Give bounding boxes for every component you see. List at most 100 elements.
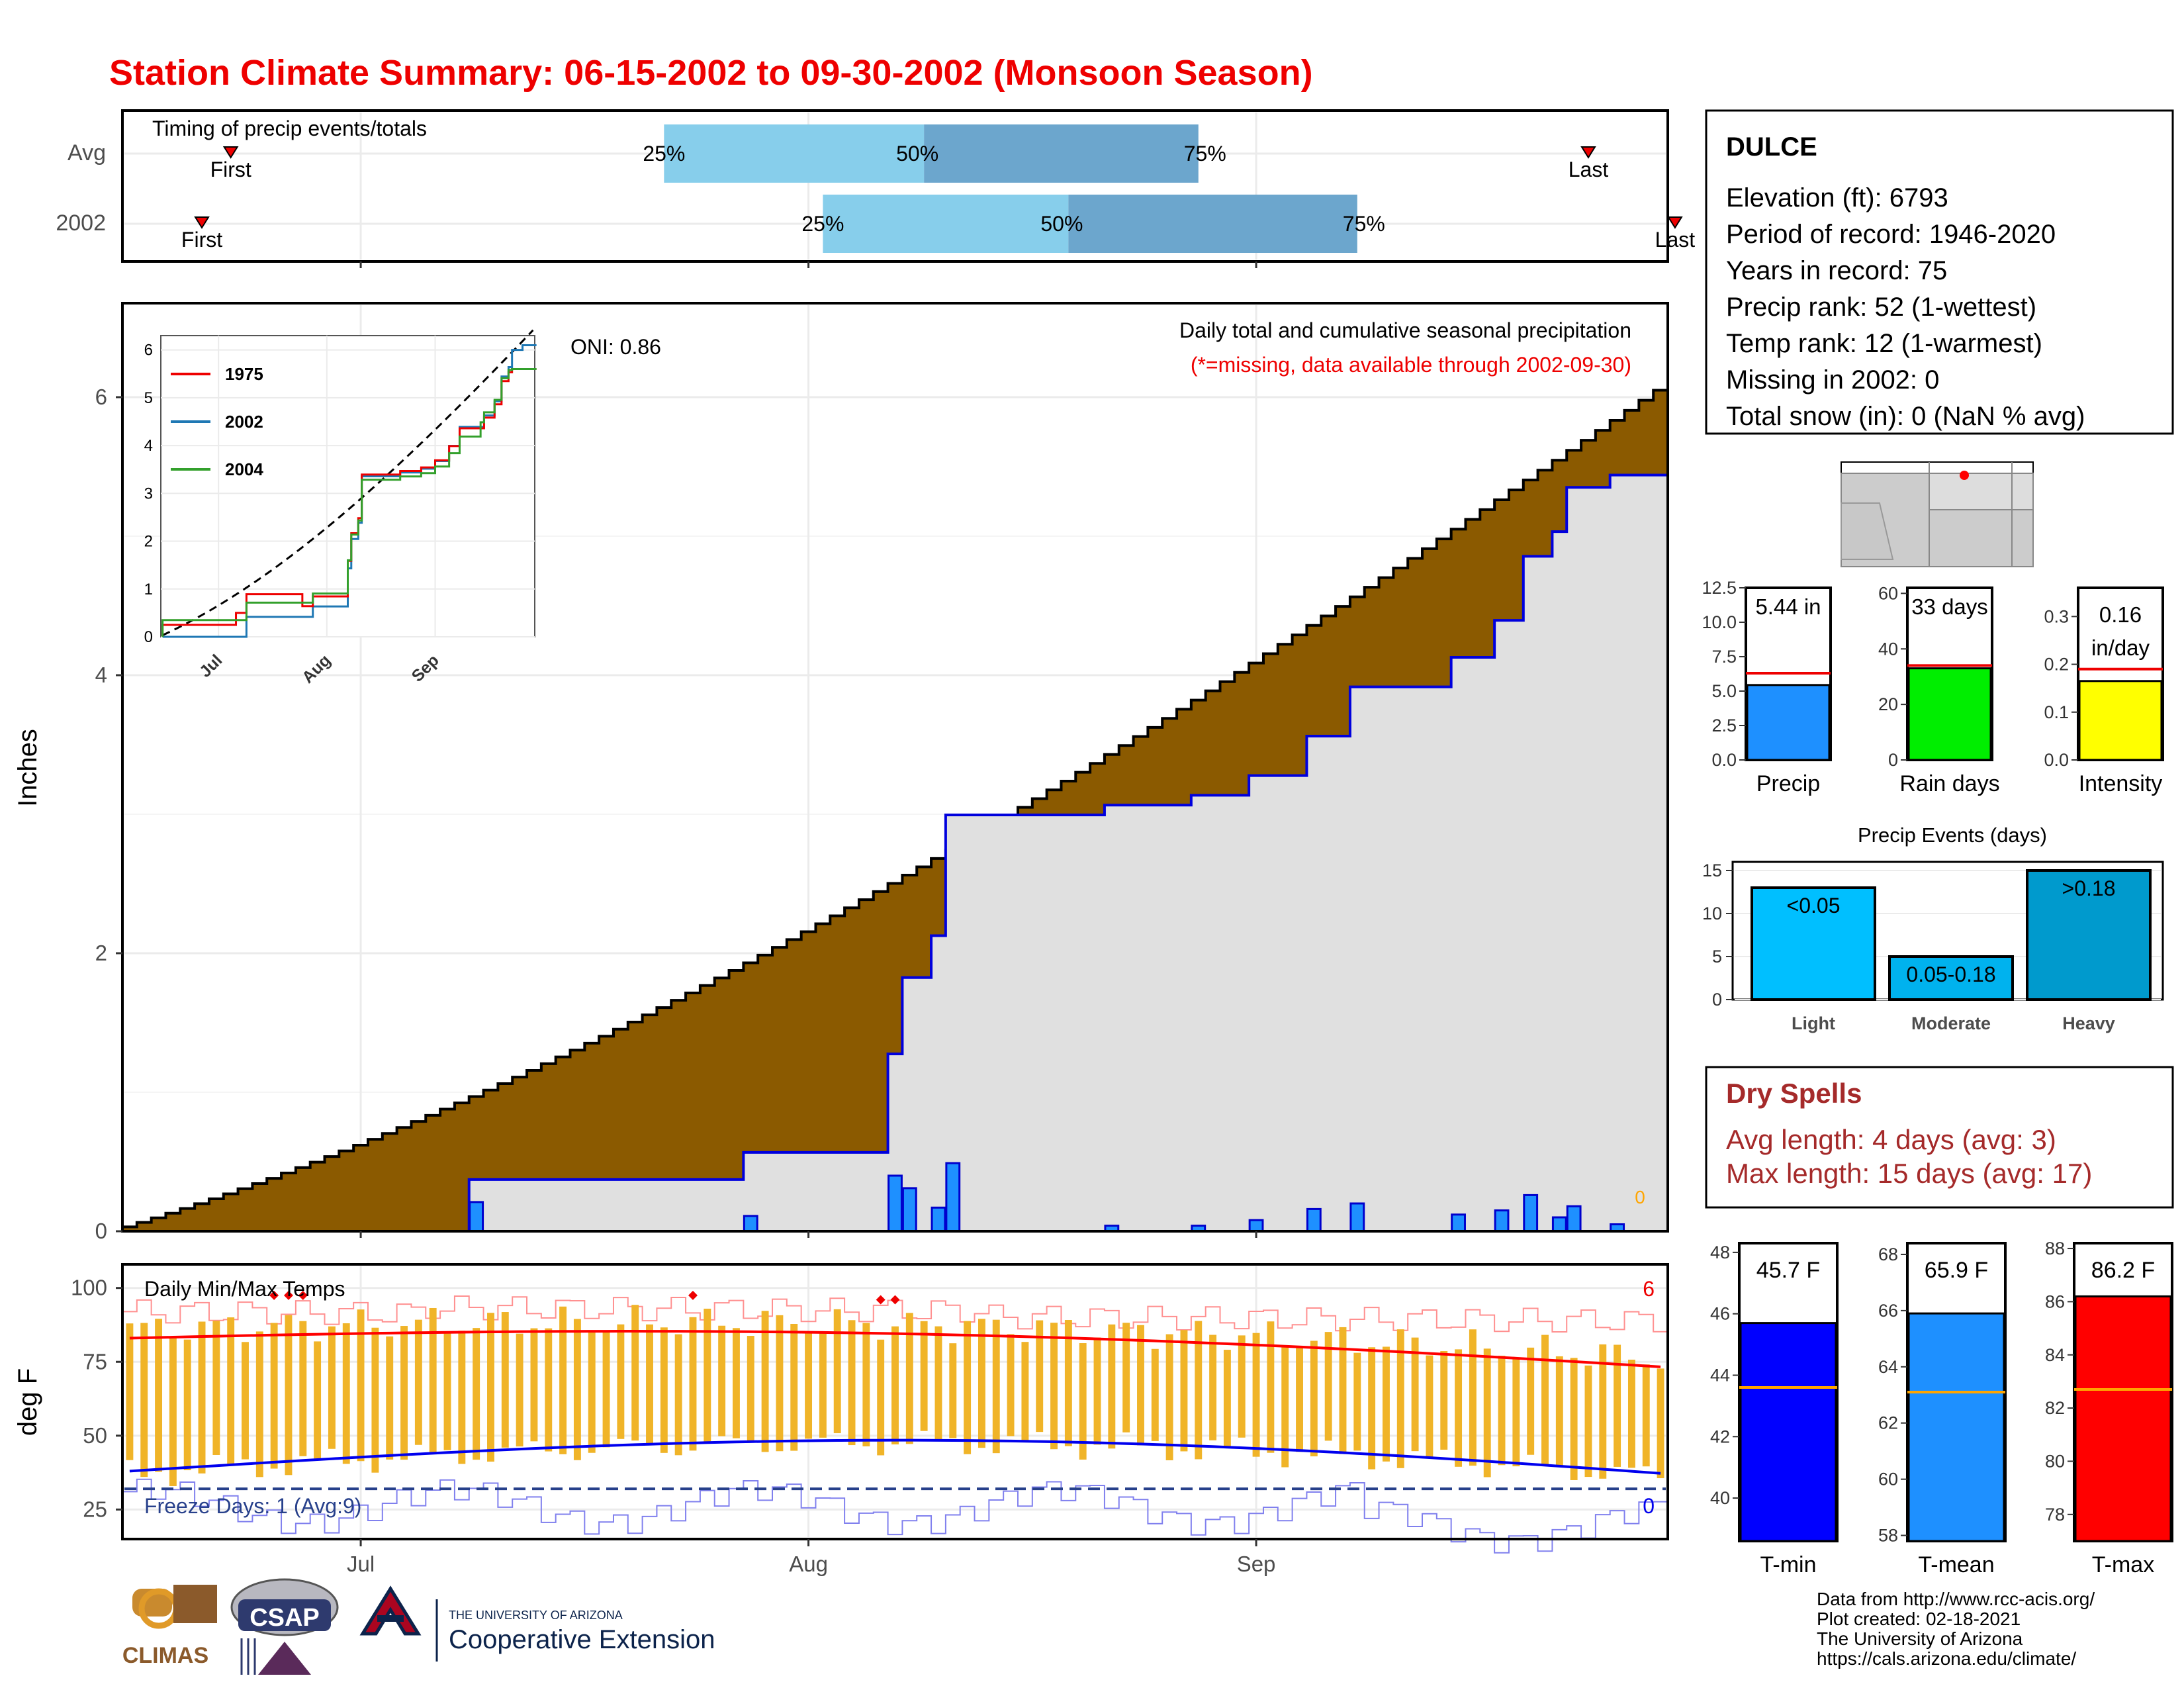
daily-temp-bar [1050,1323,1058,1450]
summary-bar-tick: 2.5 [1711,716,1737,735]
daily-temp-bar [1093,1337,1101,1445]
x-tick-label: Jul [347,1552,375,1576]
logos: CLIMAS CSAP THE UNIVERSITY OF ARIZONA Co… [122,1578,715,1675]
freeze-days: Freeze Days: 1 (Avg:9) [144,1494,361,1518]
quartile-label-75: 75% [1343,212,1385,236]
summary-bar-tick: 0 [1888,750,1898,770]
summary-bar-value-text: 0.16 [2099,602,2142,627]
quartile-bar-lower [664,124,925,183]
daily-temp-bar [617,1324,625,1439]
daily-temp-bar [155,1319,163,1472]
dry-spells-max: Max length: 15 days (avg: 17) [1726,1158,2092,1189]
temp-bar-tick: 48 [1710,1243,1730,1262]
events-y-tick: 0 [1712,990,1722,1009]
daily-temp-bar [126,1323,134,1460]
daily-temp-bar [660,1327,668,1453]
precip-end-marker: 0 [1635,1187,1645,1207]
temp-bar-label: T-mean [1918,1552,1994,1577]
summary-bar-tick: 60 [1878,583,1898,603]
temp-bar-tick: 60 [1878,1470,1898,1489]
daily-precip-bar [1451,1213,1466,1233]
daily-temp-bar [949,1343,957,1438]
summary-bar-label: Rain days [1899,771,1999,796]
station-info-line: Missing in 2002: 0 [1726,365,1939,395]
daily-temp-bar [530,1328,538,1442]
temp-bar-value [2074,1295,2172,1542]
summary-bar-value-text: 33 days [1911,594,1988,619]
inset-y-tick-label: 1 [144,581,153,598]
event-category-label: Light [1792,1013,1835,1033]
daily-temp-bar [1599,1344,1607,1479]
daily-temp-bar [978,1319,985,1448]
quartile-label-25: 25% [801,212,844,236]
hot-days-count: 6 [1643,1277,1655,1301]
daily-precip-bar [1494,1209,1510,1233]
summary-bar-tick: 12.5 [1702,578,1737,598]
first-event-marker [194,216,210,229]
precip-panel: 0 2 4 6 Inches Daily total and cumulative s… [13,302,1669,1243]
daily-temp-bar [992,1319,1000,1454]
record-high-marker [890,1295,900,1305]
daily-temp-bar [1195,1321,1203,1460]
daily-temp-bar [964,1321,972,1454]
daily-temp-bar [328,1326,336,1449]
daily-temp-bar [1469,1329,1477,1466]
inset-legend-label: 2002 [225,412,263,432]
inset-y-tick-label: 3 [144,485,153,502]
timing-title: Timing of precip events/totals [152,117,427,140]
temp-bar-tick: 78 [2045,1505,2065,1524]
daily-temp-bar [1642,1364,1650,1467]
daily-precip-bar [1248,1219,1264,1233]
events-y-tick: 10 [1702,904,1722,923]
daily-temp-bar [1238,1335,1246,1438]
summary-bar-tick: 10.0 [1702,612,1737,632]
event-bar [1751,886,1876,1001]
temps-panel: 25 50 75 100 deg F Daily Min/Max Temps Free… [13,1263,1669,1576]
ua-logo: THE UNIVERSITY OF ARIZONA Cooperative Ex… [359,1585,715,1662]
page-title: Station Climate Summary: 06-15-2002 to 0… [109,53,1313,93]
cold-days-count: 0 [1643,1494,1655,1518]
last-event-marker [1667,216,1683,229]
temp-bar-tick: 84 [2045,1345,2065,1365]
quartile-bar-upper [1068,195,1357,253]
daily-precip-bar [1551,1216,1567,1233]
precip-events-chart: Precip Events (days) 0 5 10 15 <0.05 Light 0.0… [1702,823,2164,1033]
daily-temp-bar [1627,1359,1635,1468]
temp-bar-tick: 68 [1878,1244,1898,1264]
daily-temp-bar [545,1328,553,1452]
station-name: DULCE [1726,132,1817,162]
daily-temp-bar [833,1309,841,1434]
daily-temp-bar [805,1333,813,1439]
daily-temp-bar [1281,1345,1289,1468]
summary-bar-tick: 7.5 [1711,647,1737,667]
record-high-marker [876,1295,886,1305]
x-tick-label: Sep [1237,1552,1276,1576]
daily-temp-bar [1498,1356,1506,1466]
daily-temp-bar [1252,1333,1260,1457]
daily-temp-bar [631,1305,639,1441]
daily-precip-bar [1306,1207,1322,1233]
inset-y-tick-label: 5 [144,389,153,407]
daily-temp-bar [1036,1320,1044,1432]
temp-bar-value-text: 45.7 F [1756,1258,1820,1283]
precip-caption: Daily total and cumulative seasonal prec… [1179,318,1631,342]
temps-ylabel: deg F [13,1368,42,1436]
event-category-label: Moderate [1911,1013,1991,1033]
station-location-dot [1960,471,1969,480]
daily-precip-bar [901,1187,917,1233]
daily-temp-bar [1541,1335,1549,1465]
daily-temp-bar [357,1309,365,1462]
daily-temp-bar [1396,1329,1404,1468]
daily-temp-bar [1455,1349,1463,1467]
daily-precip-bar [945,1162,961,1233]
ua-small-text: THE UNIVERSITY OF ARIZONA [449,1609,623,1622]
summary-bar-value [1907,667,1992,761]
timing-row-label-2002: 2002 [56,211,106,236]
summary-bar-tick: 0.2 [2044,655,2069,675]
temp-bar-value [1907,1312,2005,1542]
daily-temp-bar [602,1330,610,1448]
quartile-bar-upper [924,124,1199,183]
footer-line-4: https://cals.arizona.edu/climate/ [1817,1648,2076,1669]
daily-temp-bar [1657,1368,1664,1479]
station-info-line: Elevation (ft): 6793 [1726,183,1948,212]
